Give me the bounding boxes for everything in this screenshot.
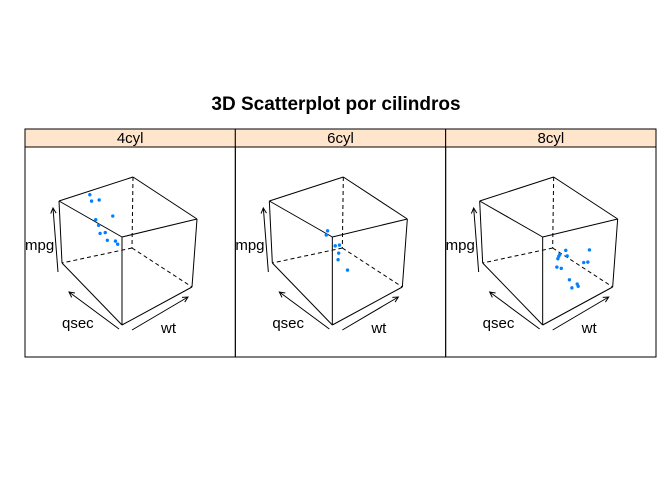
data-point — [96, 223, 101, 227]
panel-4cyl: 4cyl mpg qsec wt — [24, 128, 236, 358]
panel-6cyl: 6cyl mpg qsec wt — [234, 128, 447, 358]
data-point — [324, 233, 328, 237]
cube-edge — [271, 262, 333, 326]
cube-edge — [332, 286, 403, 326]
axis-arrow-wt — [342, 296, 399, 331]
axis-arrow-qsec — [489, 291, 540, 330]
data-point — [115, 242, 120, 246]
cube-edge — [553, 176, 618, 220]
data-point — [94, 218, 98, 222]
data-point — [555, 265, 559, 269]
data-point — [565, 254, 569, 258]
cube-edge — [121, 286, 193, 326]
axis-label-mpg: mpg — [446, 237, 475, 254]
cube-edge — [58, 176, 134, 202]
cube-edge — [401, 218, 408, 288]
axis-label-wt: wt — [370, 320, 387, 337]
data-point — [587, 248, 592, 252]
cube-edge — [61, 262, 123, 326]
strip-label: 4cyl — [117, 130, 144, 147]
cube-edge — [479, 200, 543, 238]
axis-arrow-qsec-head — [488, 291, 496, 298]
data-point — [336, 251, 341, 255]
axis-label-qsec: qsec — [483, 315, 515, 332]
axis-label-mpg: mpg — [235, 237, 264, 254]
cube-edge — [191, 218, 198, 288]
axis-arrow-wt — [131, 296, 189, 331]
data-point — [576, 284, 580, 288]
data-point — [103, 230, 107, 235]
data-point — [88, 193, 92, 197]
cube-edge — [332, 218, 408, 238]
axis-label-qsec: qsec — [272, 315, 304, 332]
cube-edge-hidden — [272, 247, 343, 264]
axis-arrow-mpg-head — [50, 206, 57, 214]
strip-label: 6cyl — [327, 130, 354, 147]
cube-edge-hidden — [131, 247, 193, 288]
data-point — [582, 260, 586, 265]
axis-arrow-qsec — [279, 291, 330, 330]
data-point — [333, 244, 337, 248]
axis-label-qsec: qsec — [62, 315, 94, 332]
axis-arrow-mpg — [262, 207, 269, 273]
data-point — [345, 268, 350, 272]
data-point — [113, 239, 118, 243]
cube-edge-hidden — [61, 247, 133, 264]
data-point — [325, 229, 330, 233]
data-point — [570, 286, 574, 290]
strip-label: 8cyl — [537, 130, 564, 147]
data-point — [111, 214, 115, 218]
cube-edge — [58, 200, 123, 238]
cube-edge — [482, 262, 544, 326]
cube-edge — [132, 176, 198, 220]
data-point — [586, 260, 590, 264]
data-point — [97, 198, 101, 202]
axis-label-mpg: mpg — [25, 237, 54, 254]
data-point — [556, 257, 560, 261]
panel-border — [445, 146, 657, 358]
data-point — [558, 252, 562, 257]
cube-edge — [343, 176, 408, 220]
axis-arrow-mpg-head — [260, 206, 267, 214]
cube-edge — [269, 200, 333, 238]
data-point — [98, 231, 102, 236]
chart-title: 3D Scatterplot por cilindros — [211, 94, 461, 115]
cube-edge-hidden — [552, 247, 613, 288]
cube-edge-hidden — [552, 176, 555, 249]
cube-edge — [121, 218, 198, 238]
cube-edge-hidden — [482, 247, 553, 264]
cube-edge-hidden — [342, 247, 403, 288]
cube-edge-hidden — [131, 176, 134, 249]
axis-label-wt: wt — [581, 320, 598, 337]
axis-arrow-qsec-head — [278, 291, 286, 298]
axis-arrow-wt-head — [392, 296, 400, 303]
data-point — [336, 258, 340, 262]
cube-edge — [268, 200, 273, 264]
cube-edge — [58, 200, 63, 264]
cube-edge — [542, 286, 613, 326]
data-point — [567, 278, 572, 282]
axis-arrow-mpg-head — [470, 206, 478, 214]
cube-edge — [612, 218, 619, 288]
panel-8cyl: 8cyl mpg qsec wt — [445, 128, 657, 358]
cube-edge — [542, 218, 618, 238]
axis-arrow-mpg — [52, 207, 59, 273]
axis-arrow-qsec — [68, 291, 120, 330]
cube-edge — [479, 200, 484, 264]
data-point — [337, 243, 342, 247]
cube-edge — [479, 176, 554, 202]
axis-arrow-wt-head — [602, 296, 610, 303]
axis-arrow-wt — [552, 296, 609, 331]
data-point — [559, 266, 563, 271]
axis-arrow-qsec-head — [68, 291, 76, 298]
axis-label-wt: wt — [160, 320, 177, 337]
axis-arrow-mpg — [473, 207, 480, 273]
data-point — [105, 238, 110, 242]
cube-edge-hidden — [341, 176, 344, 249]
cube-edge — [269, 176, 344, 202]
data-point — [564, 248, 568, 253]
axis-arrow-wt-head — [181, 296, 189, 303]
data-point — [89, 199, 94, 203]
